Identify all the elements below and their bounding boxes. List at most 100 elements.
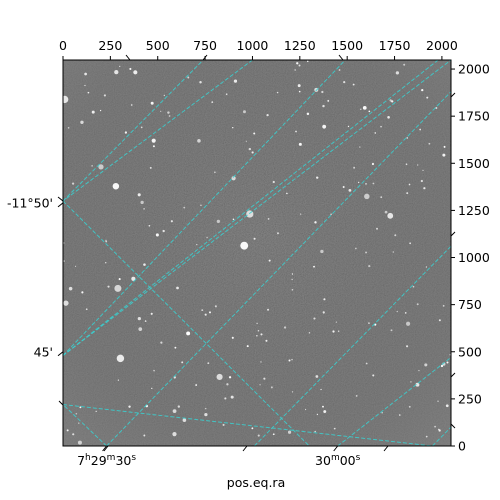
- star: [362, 105, 367, 110]
- star: [291, 289, 294, 291]
- star: [107, 285, 110, 288]
- star: [359, 146, 361, 148]
- star: [152, 145, 155, 148]
- star: [172, 432, 177, 437]
- star: [256, 322, 258, 325]
- star: [322, 311, 325, 314]
- star: [231, 176, 236, 181]
- star: [153, 369, 155, 372]
- grid-edge-tick: [242, 445, 248, 452]
- star: [260, 361, 262, 363]
- star: [63, 300, 69, 306]
- star: [78, 422, 80, 424]
- star: [405, 163, 408, 166]
- star: [208, 311, 211, 314]
- stars-layer: [63, 60, 451, 445]
- star: [420, 179, 423, 183]
- star: [267, 218, 270, 220]
- star: [381, 412, 383, 414]
- star: [320, 249, 324, 254]
- star: [408, 183, 411, 186]
- star: [140, 200, 144, 205]
- star: [256, 334, 258, 337]
- star: [315, 375, 319, 378]
- grid-edge-tick: [450, 372, 456, 378]
- star: [365, 183, 367, 185]
- star: [268, 259, 271, 262]
- star: [291, 273, 294, 275]
- star: [313, 265, 315, 268]
- star: [416, 303, 419, 306]
- star: [299, 213, 302, 215]
- star: [150, 312, 153, 315]
- star: [314, 430, 317, 433]
- star: [443, 145, 446, 148]
- star: [372, 374, 375, 377]
- grid-edge-tick: [202, 54, 208, 61]
- star: [384, 210, 388, 214]
- star: [259, 384, 261, 386]
- grid-edge-tick: [125, 54, 131, 61]
- star: [143, 263, 146, 266]
- star: [91, 165, 93, 167]
- star: [296, 62, 299, 65]
- star: [288, 359, 291, 362]
- star: [150, 101, 154, 105]
- star: [424, 363, 428, 367]
- star: [272, 180, 275, 184]
- star: [438, 428, 440, 431]
- star: [85, 308, 88, 311]
- star: [322, 124, 327, 129]
- star: [298, 142, 302, 146]
- star: [91, 110, 95, 114]
- star: [119, 65, 121, 67]
- star: [95, 410, 97, 413]
- star: [68, 286, 73, 291]
- star: [160, 341, 163, 344]
- star: [272, 433, 275, 436]
- star: [230, 395, 234, 399]
- star: [426, 96, 429, 99]
- star: [63, 260, 65, 262]
- star: [168, 115, 171, 117]
- star: [286, 192, 288, 195]
- star: [224, 397, 227, 400]
- star: [204, 313, 207, 316]
- star: [442, 153, 446, 157]
- x-top-tick-label: 750: [193, 38, 217, 53]
- star: [323, 298, 326, 301]
- grid-line: [63, 60, 204, 202]
- star: [368, 322, 370, 324]
- x-top-tick-label: 1500: [331, 38, 363, 53]
- star: [304, 408, 307, 411]
- star: [72, 433, 75, 436]
- star: [105, 262, 107, 264]
- star: [187, 76, 190, 79]
- star: [149, 166, 152, 169]
- star: [66, 429, 69, 432]
- grid-line: [432, 426, 451, 446]
- star: [437, 400, 439, 403]
- dec-tick-label: 45': [34, 344, 53, 359]
- y-right-tick-label: 1500: [458, 156, 490, 171]
- star: [195, 384, 198, 386]
- star: [263, 377, 266, 380]
- star: [442, 304, 445, 307]
- star: [308, 332, 311, 334]
- y-right-tick-label: 750: [458, 297, 482, 312]
- star: [118, 278, 121, 281]
- star: [240, 241, 249, 250]
- star: [133, 70, 138, 75]
- star: [347, 125, 350, 128]
- star: [410, 381, 412, 383]
- star: [143, 208, 145, 210]
- dec-tick: [57, 351, 64, 357]
- star: [265, 339, 268, 342]
- star: [129, 67, 132, 71]
- star: [204, 407, 207, 410]
- star: [138, 327, 143, 331]
- y-right-tick-label: 1250: [458, 203, 490, 218]
- star: [276, 232, 279, 235]
- star: [170, 220, 173, 223]
- x-top-tick-label: 1750: [379, 38, 411, 53]
